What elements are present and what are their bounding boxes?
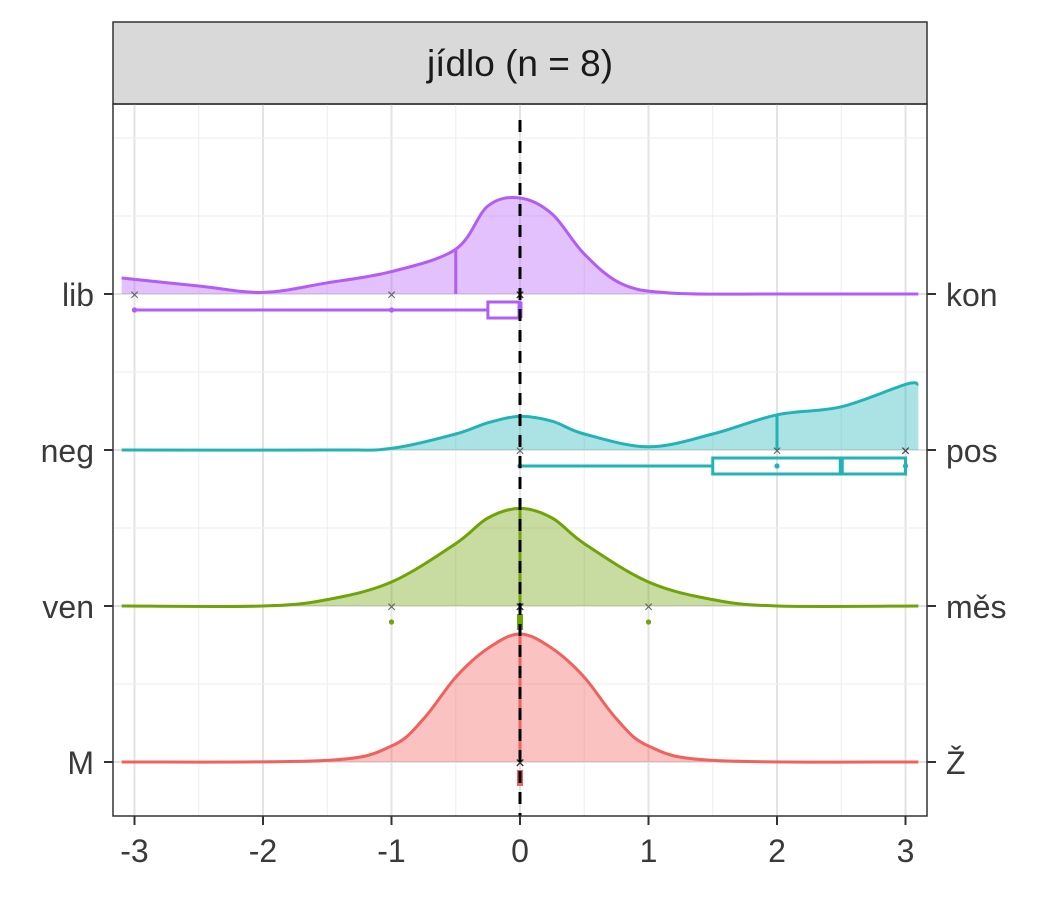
- data-point-marker: ×: [772, 443, 781, 460]
- right-label-kon: kon: [946, 277, 998, 313]
- data-point-marker: ×: [387, 287, 396, 304]
- left-label-neg: neg: [41, 433, 94, 469]
- density-curve: [121, 381, 919, 452]
- data-point-dot: [645, 619, 652, 625]
- data-point-marker: ×: [387, 599, 396, 616]
- x-tick-label: -1: [377, 833, 405, 869]
- x-tick-label: 0: [511, 833, 529, 869]
- data-point-marker: ×: [515, 443, 524, 460]
- data-point-marker: ×: [515, 755, 524, 772]
- left-label-ven: ven: [42, 589, 94, 625]
- density-area: [121, 197, 919, 295]
- data-point-marker: ×: [515, 755, 524, 772]
- data-point-marker: ×: [515, 755, 524, 772]
- data-point-marker: ×: [515, 755, 524, 772]
- data-point-marker: ×: [644, 599, 653, 616]
- data-point-dot: [774, 463, 780, 469]
- axes: -3 -2 -1 0 1 2 3 lib kon neg pos ven měs M Ž: [41, 277, 1007, 869]
- x-tick-label: 2: [768, 833, 786, 869]
- box-iqr: [711, 456, 907, 476]
- right-label-pos: pos: [946, 433, 998, 469]
- data-point-marker: ×: [515, 755, 524, 772]
- box-iqr: [486, 300, 522, 320]
- x-tick-label: -2: [249, 833, 277, 869]
- x-tick-label: -3: [120, 833, 148, 869]
- density-curve: [121, 195, 919, 296]
- right-label-měs: měs: [946, 589, 1006, 625]
- ridge-lib: ××××××××: [121, 195, 919, 320]
- data-point-marker: ×: [130, 287, 139, 304]
- left-label-M: M: [67, 745, 94, 781]
- data-point-marker: ×: [901, 443, 910, 460]
- data-point-marker: ×: [515, 755, 524, 772]
- strip-background: [112, 21, 928, 105]
- box-median: [517, 614, 523, 630]
- data-point-marker: ×: [901, 443, 910, 460]
- x-tick-label: 1: [640, 833, 658, 869]
- data-point-dot: [388, 619, 395, 625]
- data-point-marker: ×: [515, 755, 524, 772]
- x-tick-label: 3: [897, 833, 915, 869]
- right-label-Ž: Ž: [946, 745, 966, 781]
- left-label-lib: lib: [62, 277, 94, 313]
- data-point-marker: ×: [515, 755, 524, 772]
- panel-title: jídlo (n = 8): [426, 43, 613, 84]
